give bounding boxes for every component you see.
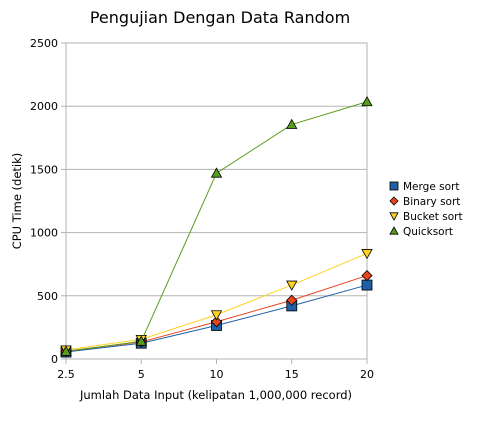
binary-sort-point bbox=[361, 270, 373, 282]
quicksort-point bbox=[286, 118, 298, 129]
quicksort-point bbox=[361, 95, 373, 107]
x-axis-label: Jumlah Data Input (kelipatan 1,000,000 r… bbox=[79, 388, 352, 402]
bucket-sort-line bbox=[65, 252, 368, 351]
legend-bucket-sort-label: Bucket sort bbox=[403, 211, 463, 223]
legend-quicksort-swatch bbox=[389, 226, 399, 235]
series-markers bbox=[60, 95, 373, 358]
x-tick-label: 5 bbox=[138, 368, 145, 381]
x-tick-label: 10 bbox=[210, 368, 224, 381]
x-tick-label: 20 bbox=[360, 368, 374, 381]
chart-title: Pengujian Dengan Data Random bbox=[90, 8, 350, 27]
y-tick-label: 1500 bbox=[30, 163, 58, 176]
quicksort-point bbox=[210, 167, 223, 178]
legend-bucket-sort-swatch bbox=[389, 212, 399, 221]
quicksort-point bbox=[135, 335, 147, 346]
legend: Merge sort Binary sort Bucket sort Quicksor… bbox=[389, 181, 463, 238]
legend-merge-sort-label: Merge sort bbox=[403, 181, 459, 193]
y-tick-label: 500 bbox=[37, 290, 58, 303]
legend-merge-sort-swatch bbox=[389, 181, 399, 191]
x-axis-ticks: 2.5 5 10 15 20 bbox=[57, 359, 374, 381]
y-axis-label: CPU Time (detik) bbox=[10, 153, 24, 250]
binary-sort-point bbox=[210, 316, 223, 328]
legend-binary-sort-swatch bbox=[389, 196, 399, 206]
y-tick-label: 2500 bbox=[30, 37, 58, 50]
merge-sort-point bbox=[361, 279, 373, 291]
y-axis-ticks: 0 500 1000 1500 2000 2500 bbox=[30, 37, 66, 366]
legend-binary-sort-label: Binary sort bbox=[403, 196, 460, 208]
legend-quicksort-label: Quicksort bbox=[403, 226, 453, 238]
bucket-sort-point bbox=[361, 249, 373, 260]
binary-sort-point bbox=[286, 294, 298, 306]
y-tick-label: 2000 bbox=[30, 100, 58, 113]
y-tick-label: 0 bbox=[51, 353, 58, 366]
grid bbox=[66, 105, 367, 297]
bucket-sort-point bbox=[210, 310, 223, 321]
bucket-sort-point bbox=[286, 280, 298, 291]
x-tick-label: 15 bbox=[285, 368, 299, 381]
x-tick-label: 2.5 bbox=[57, 368, 75, 381]
y-tick-label: 1000 bbox=[30, 227, 58, 240]
quicksort-point bbox=[60, 345, 72, 356]
